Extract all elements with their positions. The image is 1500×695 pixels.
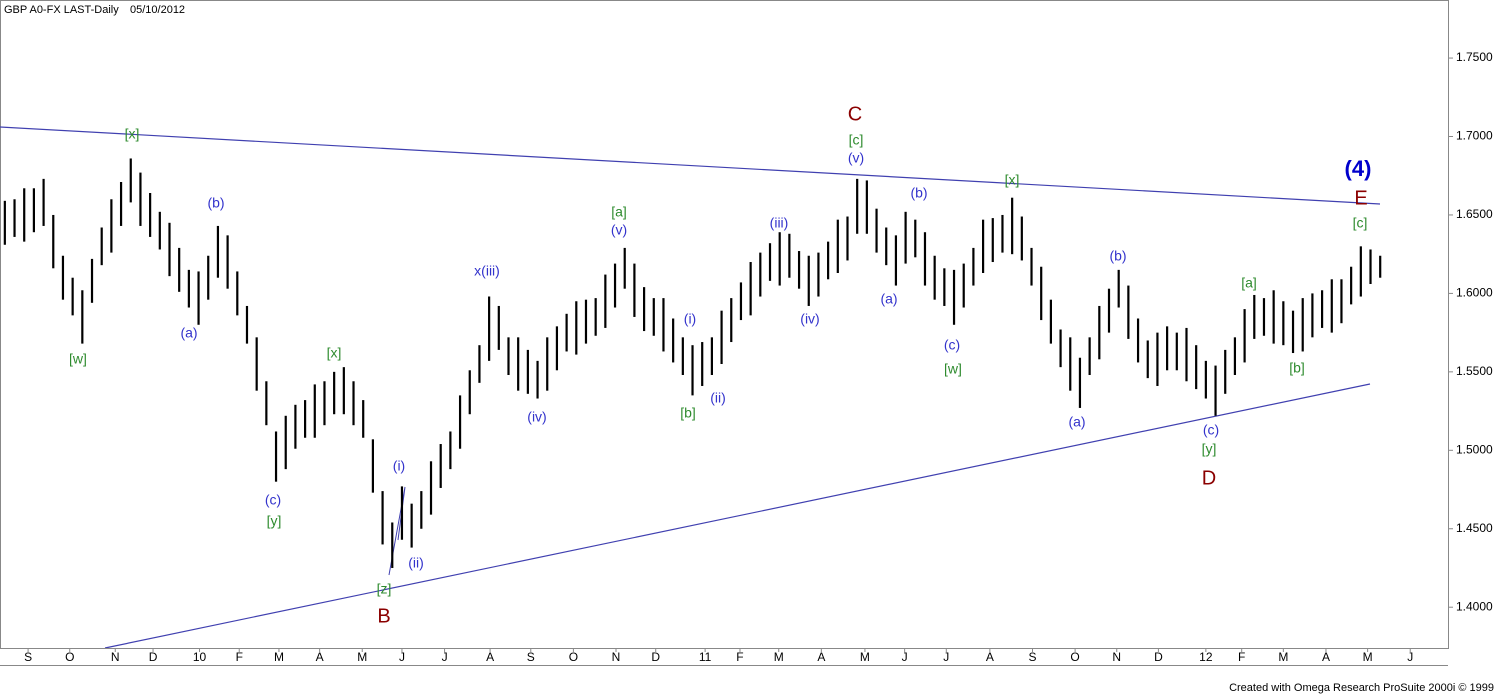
wave-label: x(iii) — [474, 263, 500, 279]
wave-label: [a] — [611, 204, 627, 220]
x-tick-label: S — [24, 650, 32, 664]
x-tick-label: A — [986, 650, 994, 664]
wave-label: (i) — [393, 458, 405, 474]
wave-label: (i) — [684, 311, 696, 327]
wave-label: E — [1354, 187, 1367, 209]
x-tick-label: J — [943, 650, 949, 664]
y-tick-label: 1.7500 — [1456, 50, 1493, 64]
wave-label: [w] — [69, 351, 87, 367]
y-tick-label: 1.7000 — [1456, 129, 1493, 143]
wave-label: [c] — [849, 132, 864, 148]
wave-label: [y] — [1202, 441, 1217, 457]
y-tick-label: 1.5500 — [1456, 364, 1493, 378]
wave-label: (iii) — [770, 215, 789, 231]
x-tick-label: J — [442, 650, 448, 664]
x-tick-label: D — [651, 650, 660, 664]
upper-trendline — [0, 126, 1381, 205]
lower-trendline — [104, 383, 1371, 649]
wave-label: (c) — [944, 337, 960, 353]
y-tick-label: 1.6000 — [1456, 286, 1493, 300]
wave-label: (b) — [207, 195, 224, 211]
wave-label: C — [848, 103, 862, 125]
wave-label: (v) — [611, 222, 627, 238]
x-tick-label: M — [774, 650, 784, 664]
wave-label: (a) — [1068, 414, 1085, 430]
wave-label: (ii) — [408, 555, 424, 571]
wave-label: (c) — [265, 492, 281, 508]
wave-label: (ii) — [710, 390, 726, 406]
chart-date: 05/10/2012 — [130, 4, 185, 16]
x-tick-label: A — [486, 650, 494, 664]
wave-label: [c] — [1353, 215, 1368, 231]
wave-label: (a) — [880, 291, 897, 307]
plot-area — [0, 0, 1449, 649]
wave-label: [x] — [125, 126, 140, 142]
wave-label: D — [1202, 467, 1216, 489]
chart-title: GBP A0-FX LAST-Daily — [4, 4, 119, 16]
wave-label: [y] — [267, 513, 282, 529]
x-tick-label: O — [1070, 650, 1079, 664]
wave-label: [z] — [377, 581, 392, 597]
x-tick-label: A — [316, 650, 324, 664]
x-tick-label: O — [569, 650, 578, 664]
wave-label: [x] — [1005, 172, 1020, 188]
wave-label: (iv) — [527, 409, 546, 425]
x-tick-label: N — [111, 650, 120, 664]
y-tick-label: 1.6500 — [1456, 207, 1493, 221]
wave-label: (b) — [910, 185, 927, 201]
x-tick-label: 10 — [193, 650, 207, 664]
wave-label: (v) — [848, 150, 864, 166]
x-tick-label: 12 — [1199, 650, 1213, 664]
y-tick-label: 1.4000 — [1456, 599, 1493, 613]
x-tick-label: N — [612, 650, 621, 664]
x-tick-label: M — [274, 650, 284, 664]
y-tick-label: 1.4500 — [1456, 521, 1493, 535]
x-tick-label: F — [736, 650, 743, 664]
wave-label: [a] — [1241, 275, 1257, 291]
x-tick-label: J — [902, 650, 908, 664]
x-tick-label: S — [1028, 650, 1036, 664]
x-tick-label: A — [1322, 650, 1330, 664]
wave-label: B — [377, 605, 390, 627]
wave-label: (4) — [1345, 156, 1372, 181]
x-tick-label: D — [149, 650, 158, 664]
wave-label: (iv) — [800, 311, 819, 327]
x-tick-label: N — [1112, 650, 1121, 664]
x-tick-label: J — [399, 650, 405, 664]
x-tick-label: A — [817, 650, 825, 664]
x-tick-label: S — [527, 650, 535, 664]
x-tick-label: M — [1278, 650, 1288, 664]
wave-label: [b] — [680, 405, 696, 421]
wave-label: [x] — [327, 345, 342, 361]
wave-triangle — [388, 486, 406, 576]
wave-label: [b] — [1289, 360, 1305, 376]
wave-label: [w] — [944, 361, 962, 377]
wave-label: (a) — [180, 325, 197, 341]
y-tick-label: 1.5000 — [1456, 442, 1493, 456]
x-tick-label: M — [357, 650, 367, 664]
x-tick-label: D — [1154, 650, 1163, 664]
x-tick-label: 11 — [699, 650, 712, 664]
x-tick-label: J — [1407, 650, 1413, 664]
footer: Created with Omega Research ProSuite 200… — [1229, 682, 1494, 694]
x-tick-label: M — [1363, 650, 1373, 664]
wave-label: (b) — [1109, 248, 1126, 264]
x-tick-label: M — [860, 650, 870, 664]
x-tick-label: F — [236, 650, 243, 664]
x-tick-label: O — [65, 650, 74, 664]
wave-label: (c) — [1203, 422, 1219, 438]
x-tick-label: F — [1238, 650, 1245, 664]
